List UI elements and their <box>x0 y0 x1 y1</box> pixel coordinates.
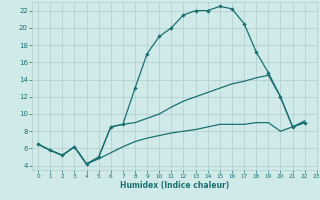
X-axis label: Humidex (Indice chaleur): Humidex (Indice chaleur) <box>120 181 229 190</box>
